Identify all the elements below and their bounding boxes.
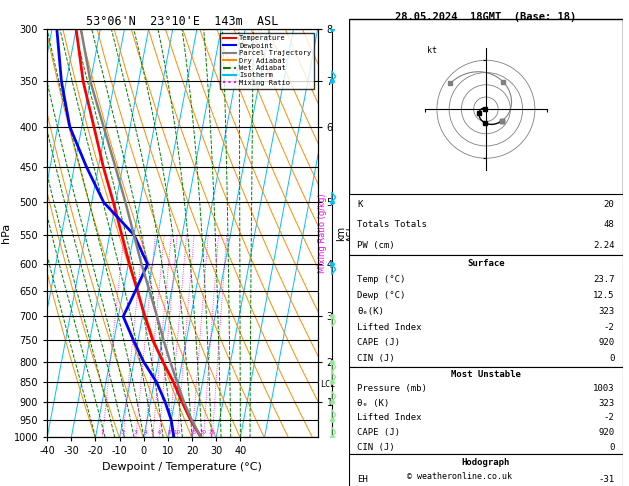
- Title: 53°06'N  23°10'E  143m  ASL: 53°06'N 23°10'E 143m ASL: [86, 15, 279, 28]
- Text: LCL: LCL: [320, 380, 335, 389]
- Text: 4: 4: [143, 431, 147, 435]
- Text: θₑ(K): θₑ(K): [357, 307, 384, 315]
- Text: 20: 20: [604, 200, 615, 209]
- Text: Dewp (°C): Dewp (°C): [357, 291, 406, 299]
- Text: 2: 2: [121, 431, 125, 435]
- Text: 5: 5: [151, 431, 155, 435]
- Text: 20: 20: [200, 431, 207, 435]
- Text: -31: -31: [598, 475, 615, 485]
- Text: Lifted Index: Lifted Index: [357, 414, 422, 422]
- Text: kt: kt: [427, 46, 437, 55]
- Text: PW (cm): PW (cm): [357, 241, 395, 249]
- Text: 12.5: 12.5: [593, 291, 615, 299]
- Text: 10: 10: [174, 431, 181, 435]
- Text: 3: 3: [134, 431, 138, 435]
- Text: 2.24: 2.24: [593, 241, 615, 249]
- Text: 6: 6: [157, 431, 161, 435]
- Text: Mixing Ratio (g/kg): Mixing Ratio (g/kg): [318, 193, 326, 273]
- Bar: [349, 19, 623, 197]
- Text: EH: EH: [357, 475, 368, 485]
- Text: Hodograph: Hodograph: [462, 458, 510, 468]
- Text: θₑ (K): θₑ (K): [357, 399, 389, 408]
- Text: -2: -2: [604, 414, 615, 422]
- Text: Temp (°C): Temp (°C): [357, 275, 406, 284]
- Text: 1: 1: [101, 431, 104, 435]
- Bar: [349, 454, 623, 486]
- Text: 920: 920: [598, 338, 615, 347]
- Text: Most Unstable: Most Unstable: [451, 370, 521, 379]
- Text: 23.7: 23.7: [593, 275, 615, 284]
- Text: 1003: 1003: [593, 384, 615, 393]
- Text: CAPE (J): CAPE (J): [357, 338, 400, 347]
- Text: 25: 25: [209, 431, 216, 435]
- Y-axis label: km
ASL: km ASL: [336, 224, 357, 243]
- Y-axis label: hPa: hPa: [1, 223, 11, 243]
- Text: 323: 323: [598, 399, 615, 408]
- Text: 920: 920: [598, 428, 615, 437]
- Text: Lifted Index: Lifted Index: [357, 323, 422, 331]
- Text: 8: 8: [167, 431, 171, 435]
- Legend: Temperature, Dewpoint, Parcel Trajectory, Dry Adiabat, Wet Adiabat, Isotherm, Mi: Temperature, Dewpoint, Parcel Trajectory…: [220, 33, 314, 88]
- Text: CIN (J): CIN (J): [357, 443, 395, 451]
- Bar: [349, 194, 623, 255]
- X-axis label: Dewpoint / Temperature (°C): Dewpoint / Temperature (°C): [103, 462, 262, 472]
- Text: 0: 0: [609, 354, 615, 364]
- Text: Totals Totals: Totals Totals: [357, 220, 427, 229]
- Text: CAPE (J): CAPE (J): [357, 428, 400, 437]
- Text: 15: 15: [189, 431, 196, 435]
- Bar: [349, 367, 623, 454]
- Bar: [349, 255, 623, 367]
- Text: 323: 323: [598, 307, 615, 315]
- Text: K: K: [357, 200, 363, 209]
- Text: 0: 0: [609, 443, 615, 451]
- Text: 28.05.2024  18GMT  (Base: 18): 28.05.2024 18GMT (Base: 18): [395, 12, 577, 22]
- Text: Surface: Surface: [467, 259, 504, 268]
- Text: Pressure (mb): Pressure (mb): [357, 384, 427, 393]
- Text: CIN (J): CIN (J): [357, 354, 395, 364]
- Text: -2: -2: [604, 323, 615, 331]
- Text: © weatheronline.co.uk: © weatheronline.co.uk: [407, 472, 511, 481]
- Text: 48: 48: [604, 220, 615, 229]
